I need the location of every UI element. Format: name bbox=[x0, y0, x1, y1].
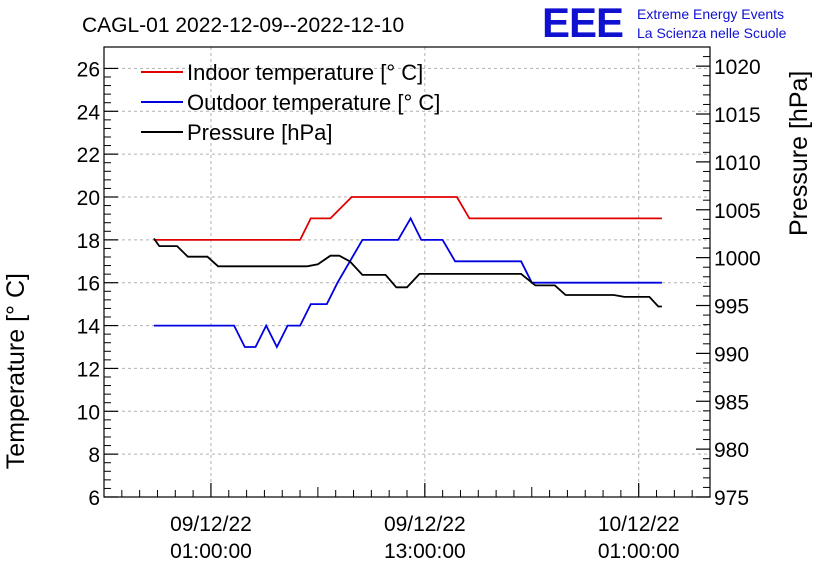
x-tick-label-date: 10/12/22 bbox=[598, 513, 680, 536]
series-line-1 bbox=[153, 196, 662, 241]
y-left-tick-label: 22 bbox=[77, 144, 100, 167]
y-right-tick-label: 985 bbox=[714, 391, 749, 414]
y-left-tick-label: 16 bbox=[77, 273, 100, 296]
legend-label: Pressure [hPa] bbox=[187, 120, 333, 145]
y-right-tick-label: 1015 bbox=[714, 104, 761, 127]
logo-line-1: Extreme Energy Events bbox=[637, 6, 784, 22]
y-left-tick-label: 26 bbox=[77, 58, 100, 81]
series-line-2 bbox=[153, 216, 662, 350]
y-axis-right-label: Pressure [hPa] bbox=[785, 71, 813, 236]
series-lines bbox=[153, 196, 662, 350]
logo-line-2: La Scienza nelle Scuole bbox=[637, 25, 787, 41]
logo-mark: EEE bbox=[542, 0, 623, 46]
logo: EEE Extreme Energy Events La Scienza nel… bbox=[542, 0, 787, 46]
y-right-tick-label: 1005 bbox=[714, 200, 761, 223]
y-left-tick-label: 6 bbox=[88, 487, 100, 510]
y-left-tick-label: 12 bbox=[77, 358, 100, 381]
x-tick-label-time: 01:00:00 bbox=[598, 540, 680, 563]
legend: Indoor temperature [° C] Outdoor temperat… bbox=[141, 60, 440, 145]
y-left-tick-label: 20 bbox=[77, 187, 100, 210]
y-right-tick-label: 1000 bbox=[714, 248, 761, 271]
y-left-tick-label: 18 bbox=[77, 230, 100, 253]
y-left-tick-label: 14 bbox=[77, 316, 101, 339]
x-tick-label-date: 09/12/22 bbox=[384, 513, 466, 536]
series-line-3 bbox=[153, 237, 662, 308]
y-right-tick-label: 1020 bbox=[714, 56, 761, 79]
x-tick-label-date: 09/12/22 bbox=[170, 513, 252, 536]
y-right-tick-label: 995 bbox=[714, 296, 749, 319]
y-right-tick-label: 990 bbox=[714, 343, 749, 366]
y-left-tick-label: 10 bbox=[77, 401, 100, 424]
y-left-tick-label: 8 bbox=[88, 444, 100, 467]
y-left-tick-label: 24 bbox=[77, 101, 101, 124]
chart-title: CAGL-01 2022-12-09--2022-12-10 bbox=[82, 14, 404, 37]
legend-label: Outdoor temperature [° C] bbox=[187, 90, 440, 115]
x-tick-label-time: 13:00:00 bbox=[384, 540, 466, 563]
y-right-tick-label: 975 bbox=[714, 487, 749, 510]
x-tick-label-time: 01:00:00 bbox=[170, 540, 252, 563]
axis-ticks: 6 8 10 12 14 16 18 20 22 24 26 975 980 985 990 995 1000 1… bbox=[77, 46, 761, 563]
y-right-tick-label: 1010 bbox=[714, 152, 761, 175]
y-axis-left-label: Temperature [° C] bbox=[2, 273, 30, 469]
legend-label: Indoor temperature [° C] bbox=[187, 60, 423, 85]
y-right-tick-label: 980 bbox=[714, 439, 749, 462]
